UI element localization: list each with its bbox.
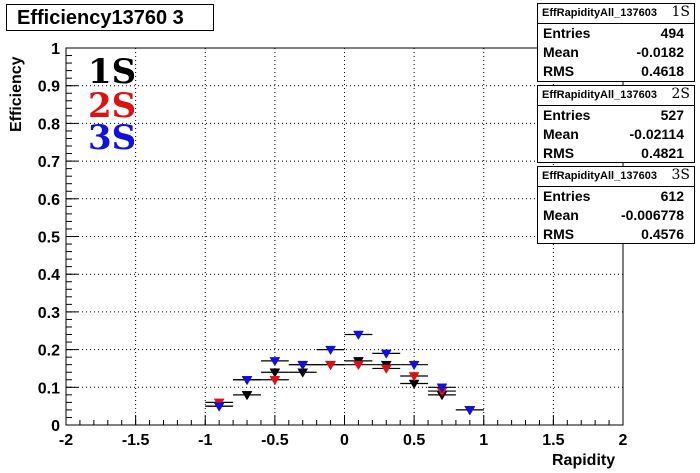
x-tick-label: 1	[479, 432, 488, 449]
data-point-2s	[352, 360, 364, 371]
data-point-1s	[269, 368, 281, 378]
axes: -2 -1.5 -1 -0.5 0 0.5 1 1.5 2 0 0.1 0.2 0.3 0.4 0.5 0.6…	[38, 41, 628, 449]
stats-tag: 3S	[671, 167, 691, 183]
stats-key: Mean	[543, 207, 579, 223]
y-tick-label: 0.8	[38, 116, 60, 133]
data-point-1s	[241, 391, 253, 401]
x-tick-label: -1.5	[122, 432, 150, 449]
stats-row-rms: RMS 0.4618	[538, 62, 694, 81]
x-tick-label: 2	[619, 432, 628, 449]
data-point-3s	[213, 402, 225, 412]
data-point-3s	[352, 330, 364, 341]
x-tick-label: 0.5	[403, 432, 425, 449]
legend-label-1s: 1S	[88, 52, 137, 92]
stats-key: Entries	[543, 107, 591, 123]
stats-key: RMS	[543, 63, 575, 79]
stats-box-1s: EffRapidityAll_137603 1S Entries 494 Mea…	[537, 3, 695, 82]
stats-key: Mean	[543, 44, 579, 60]
data-point-3s	[436, 383, 448, 393]
data-point-3s	[297, 360, 309, 371]
y-tick-label: 0.2	[38, 343, 60, 360]
x-tick-label: 1.5	[542, 432, 564, 449]
y-tick-label: 0.4	[38, 267, 60, 284]
data-point-2s	[380, 364, 392, 374]
stats-hist-name: EffRapidityAll_137603	[542, 7, 657, 19]
legend-label-2s: 2S	[88, 86, 137, 126]
y-tick-label: 0.3	[38, 305, 60, 322]
x-axis-label: Rapidity	[552, 452, 616, 469]
stats-key: RMS	[543, 226, 575, 242]
stats-row-rms: RMS 0.4821	[538, 144, 694, 163]
data-point-2s	[408, 372, 420, 382]
data-point-2s	[269, 376, 281, 386]
y-tick-label: 0.6	[38, 192, 60, 209]
data-point-3s	[464, 406, 476, 416]
y-axis-label: Efficiency	[8, 56, 25, 132]
stats-row-entries: Entries 612	[538, 187, 694, 206]
x-tick-label: -0.5	[261, 432, 289, 449]
data-point-3s	[325, 345, 337, 356]
stats-value: 0.4576	[641, 226, 684, 242]
x-tick-label: -2	[59, 432, 73, 449]
y-tick-label: 0.9	[38, 79, 60, 96]
data-point-3s	[380, 349, 392, 359]
stats-row-mean: Mean -0.02114	[538, 125, 694, 144]
stats-tag: 1S	[671, 4, 691, 20]
chart-title: Efficiency13760 3	[17, 7, 184, 29]
stats-row-mean: Mean -0.0182	[538, 43, 694, 62]
stats-header: EffRapidityAll_137603 2S	[538, 86, 694, 106]
stats-value: -0.02114	[629, 126, 685, 142]
stats-key: RMS	[543, 145, 575, 161]
stats-value: -0.0182	[636, 44, 684, 60]
grid-lines	[66, 48, 623, 425]
title-box: Efficiency13760 3	[6, 4, 214, 31]
y-tick-label: 0.1	[38, 380, 60, 397]
data-point-3s	[241, 376, 253, 386]
y-tick-label: 0.7	[38, 154, 60, 171]
y-tick-label: 0.5	[38, 230, 60, 247]
stats-key: Mean	[543, 126, 579, 142]
stats-header: EffRapidityAll_137603 1S	[538, 4, 694, 24]
stats-row-mean: Mean -0.006778	[538, 206, 694, 225]
stats-value: 494	[660, 25, 684, 41]
y-tick-label: 0	[51, 418, 60, 435]
stats-header: EffRapidityAll_137603 3S	[538, 167, 694, 187]
stats-hist-name: EffRapidityAll_137603	[542, 170, 657, 182]
stats-key: Entries	[543, 25, 591, 41]
stats-value: 527	[660, 107, 684, 123]
stats-box-2s: EffRapidityAll_137603 2S Entries 527 Mea…	[537, 85, 695, 163]
legend-label-3s: 3S	[88, 118, 137, 158]
data-marks	[205, 330, 484, 416]
stats-key: Entries	[543, 188, 591, 204]
data-point-2s	[325, 360, 337, 371]
y-tick-label: 1	[51, 41, 60, 58]
x-tick-label: -1	[198, 432, 212, 449]
x-tick-label: 0	[340, 432, 349, 449]
stats-value: 0.4821	[641, 145, 684, 161]
data-point-3s	[408, 360, 420, 371]
stats-value: 0.4618	[641, 63, 684, 79]
stats-row-entries: Entries 527	[538, 106, 694, 125]
stats-row-rms: RMS 0.4576	[538, 225, 694, 244]
stats-box-3s: EffRapidityAll_137603 3S Entries 612 Mea…	[537, 166, 695, 244]
stats-value: 612	[660, 188, 684, 204]
stats-hist-name: EffRapidityAll_137603	[542, 89, 657, 101]
stats-row-entries: Entries 494	[538, 24, 694, 43]
stats-value: -0.006778	[620, 207, 684, 223]
stats-tag: 2S	[671, 86, 691, 102]
data-point-3s	[269, 357, 281, 367]
